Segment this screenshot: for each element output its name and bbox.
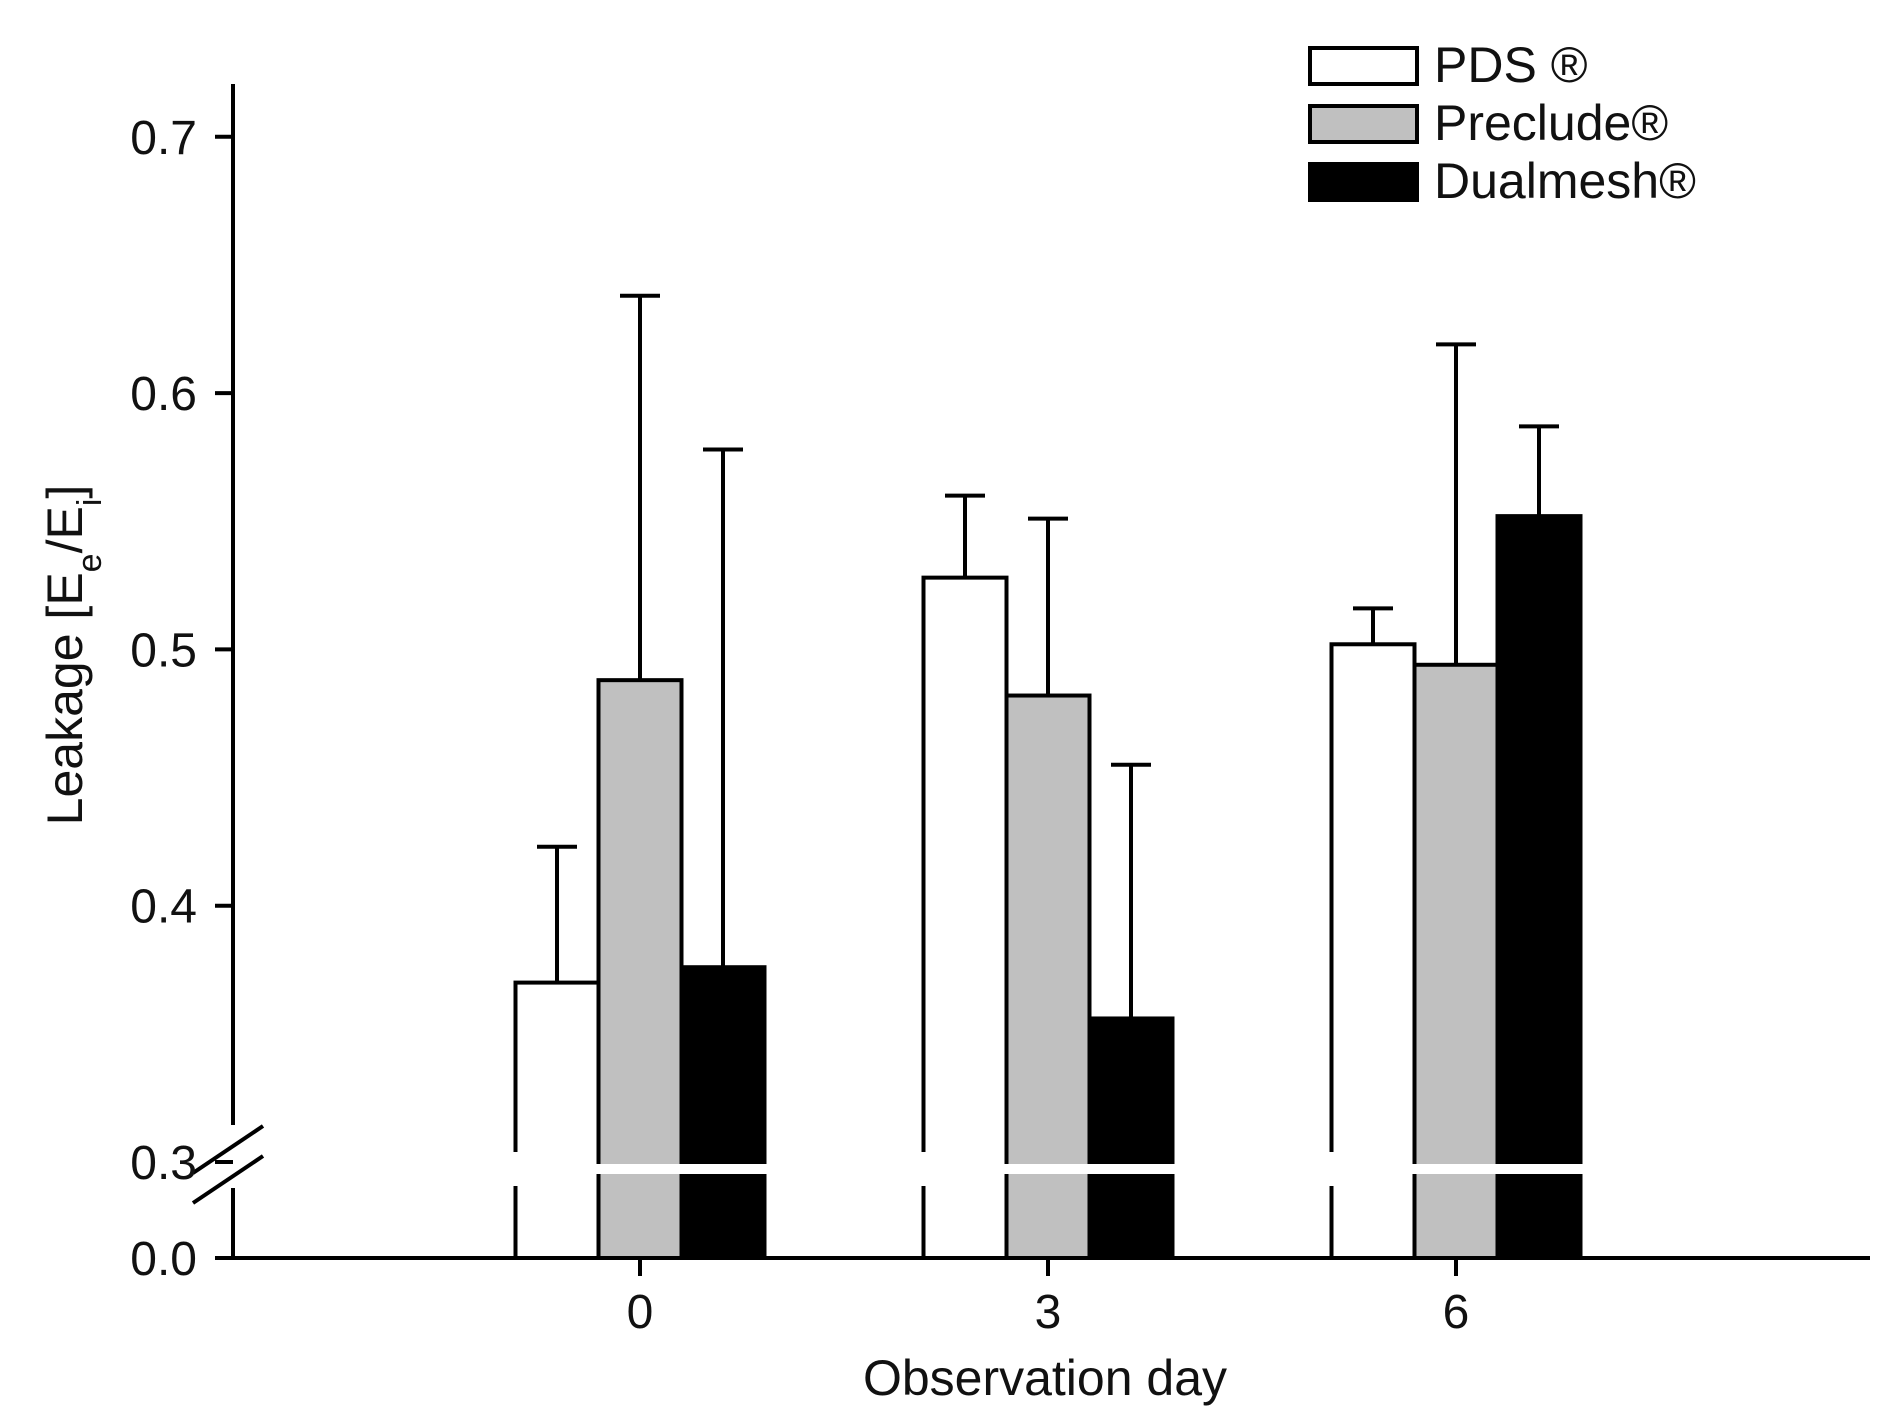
bar-dualmesh-day6 xyxy=(1495,514,1583,1260)
legend-swatch xyxy=(1308,162,1419,202)
y-tick-label: 0.5 xyxy=(130,624,197,677)
axis-break-gap xyxy=(1002,1164,1094,1174)
y-axis-title-slash: /E xyxy=(37,506,93,553)
x-axis-title: Observation day xyxy=(863,1350,1227,1406)
axis-break-gap xyxy=(511,1164,603,1174)
bar-pds-day0 xyxy=(513,980,601,1261)
y-tick-label: 0.3 xyxy=(130,1137,197,1190)
axis-break-gap xyxy=(1410,1164,1502,1174)
axis-break-gap xyxy=(1493,1164,1585,1174)
axis-break-gap xyxy=(919,1164,1011,1174)
y-axis-title-close: ] xyxy=(37,485,93,499)
axis-break-gap xyxy=(1327,1164,1419,1174)
axes-layer xyxy=(191,84,1870,1260)
x-tick-label: 3 xyxy=(1035,1286,1062,1339)
bar-pds-day3 xyxy=(921,575,1009,1260)
x-ticks: 0 3 6 xyxy=(627,1258,1470,1339)
y-axis-title-main: Leakage [E xyxy=(37,572,93,825)
legend-label: Dualmesh® xyxy=(1434,153,1696,209)
y-axis-title: Leakage [Ee/Ei] xyxy=(37,485,109,826)
y-tick-label: 0.4 xyxy=(130,881,197,934)
legend-label: Preclude® xyxy=(1434,95,1668,151)
legend-label: PDS ® xyxy=(1434,37,1588,93)
legend-swatch xyxy=(1308,104,1419,144)
y-tick-label: 0.0 xyxy=(130,1233,197,1286)
y-tick-label: 0.7 xyxy=(130,112,197,165)
bar-dualmesh-day3 xyxy=(1087,1016,1175,1260)
axis-break-gap xyxy=(594,1164,686,1174)
legend: PDS ®Preclude®Dualmesh® xyxy=(1308,37,1696,209)
legend-swatch xyxy=(1308,46,1419,86)
bars-layer xyxy=(511,293,1585,1261)
y-tick-label: 0.6 xyxy=(130,368,197,421)
axis-break-mark xyxy=(191,1124,265,1175)
x-tick-label: 0 xyxy=(627,1286,654,1339)
y-axis-title-sub-e: e xyxy=(71,553,109,572)
y-axis-title-sub-i: i xyxy=(71,499,109,507)
x-tick-label: 6 xyxy=(1443,1286,1470,1339)
axis-break-gap xyxy=(677,1164,769,1174)
axis-break-mark xyxy=(191,1154,265,1205)
y-ticks: 0.0 0.3 0.4 0.5 0.6 0.7 xyxy=(130,112,233,1286)
bar-dualmesh-day0 xyxy=(679,965,767,1260)
axis-break-gap xyxy=(1085,1164,1177,1174)
